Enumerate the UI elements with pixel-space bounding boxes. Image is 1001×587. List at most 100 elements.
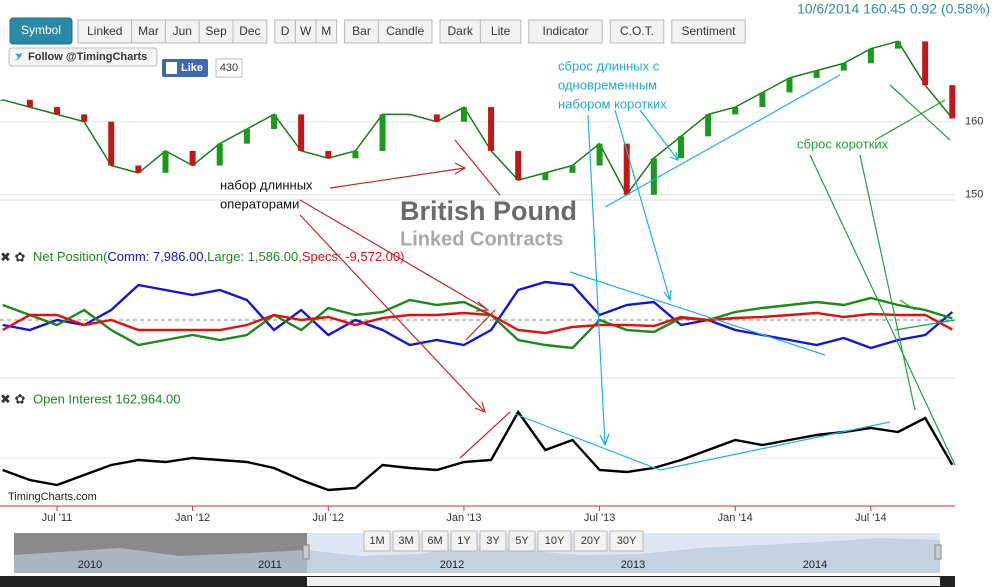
range-button[interactable] — [537, 530, 572, 552]
like-count: 430 — [220, 62, 238, 74]
toolbar-button-label[interactable]: Bar — [352, 24, 371, 38]
close-icon[interactable]: ✖ ✿ — [0, 391, 26, 406]
toolbar-button[interactable] — [609, 19, 665, 44]
range-button-label[interactable]: 6M — [427, 535, 442, 547]
range-button-label[interactable]: 5Y — [515, 535, 529, 547]
toolbar-button-label[interactable]: Linked — [87, 24, 122, 38]
candle — [596, 143, 603, 166]
arrow — [639, 109, 679, 161]
toolbar-button-label[interactable]: Indicator — [542, 24, 588, 38]
close-icon[interactable]: ✖ ✿ — [0, 249, 26, 264]
candle — [542, 172, 549, 181]
toolbar-button-label[interactable]: M — [321, 24, 331, 38]
x-tick-label: Jul '11 — [42, 512, 73, 524]
range-button[interactable] — [363, 530, 391, 552]
candle — [189, 150, 196, 166]
candle — [108, 121, 115, 166]
watermark-title: British Pound — [400, 196, 577, 226]
y-tick-label: 150 — [965, 189, 983, 201]
follow-button[interactable] — [8, 47, 158, 67]
range-button[interactable] — [392, 530, 420, 552]
candle — [705, 114, 712, 137]
arrow — [299, 199, 490, 312]
range-button-label[interactable]: 30Y — [617, 535, 637, 547]
candle — [949, 85, 956, 119]
range-button[interactable] — [450, 530, 478, 552]
candle — [895, 41, 902, 49]
candle — [569, 165, 576, 173]
annotation: одновременным — [558, 77, 657, 92]
toolbar-button-label[interactable]: Lite — [491, 24, 511, 38]
toolbar-button-label[interactable]: Candle — [386, 24, 424, 38]
symbol-label[interactable]: Symbol — [21, 23, 61, 37]
toolbar-button-label[interactable]: Dec — [239, 24, 260, 38]
toolbar-button-label[interactable]: Jun — [173, 24, 192, 38]
net-position-label-part: Net Position( — [33, 249, 108, 264]
range-button-label[interactable]: 20Y — [581, 535, 601, 547]
candle — [786, 77, 793, 93]
toolbar-button-label[interactable]: Dark — [448, 24, 474, 38]
range-button[interactable] — [508, 530, 536, 552]
navigator-year: 2013 — [621, 559, 645, 571]
x-tick-label: Jul '12 — [313, 512, 344, 524]
toolbar-button[interactable] — [315, 19, 338, 44]
toolbar-button[interactable] — [671, 19, 746, 44]
navigator-handle[interactable] — [302, 544, 310, 560]
candle — [298, 114, 305, 151]
toolbar-button-label[interactable]: C.O.T. — [620, 24, 654, 38]
candle — [352, 150, 359, 159]
range-button-label[interactable]: 1M — [369, 535, 384, 547]
arrow — [299, 214, 486, 414]
scrollbar-thumb[interactable] — [307, 577, 940, 586]
toolbar-button-label[interactable]: D — [281, 24, 290, 38]
candle — [867, 48, 874, 64]
like-label[interactable]: Like — [181, 62, 203, 74]
x-tick-label: Jan '12 — [175, 512, 210, 524]
toolbar-button-label[interactable]: Sentiment — [681, 24, 736, 38]
follow-label[interactable]: Follow @TimingCharts — [28, 51, 147, 63]
symbol-button[interactable] — [9, 17, 73, 45]
candle — [135, 165, 142, 173]
navigator-year: 2012 — [440, 559, 464, 571]
navigator-handle[interactable] — [934, 544, 942, 560]
toolbar-button[interactable] — [528, 19, 603, 44]
fb-icon — [166, 62, 177, 74]
range-button[interactable] — [609, 530, 644, 552]
toolbar-button[interactable] — [377, 19, 433, 44]
watermark-subtitle: Linked Contracts — [400, 228, 563, 250]
candle — [650, 158, 657, 195]
open-interest-panel — [2, 409, 954, 492]
range-button-label[interactable]: 3M — [398, 535, 413, 547]
toolbar-button-label[interactable]: Mar — [138, 24, 159, 38]
x-tick-label: Jan '14 — [718, 512, 753, 524]
x-tick-label: Jul '14 — [855, 512, 886, 524]
toolbar-button[interactable] — [479, 19, 522, 44]
x-tick-label: Jul '13 — [584, 512, 615, 524]
toolbar-button-label[interactable]: Sep — [205, 24, 227, 38]
navigator: 2010 2011 2012 2013 2014 1M 3M 6M 1Y 3Y 5Y 10Y 20Y 30… — [0, 530, 955, 587]
candle — [433, 114, 440, 122]
like-count-box — [215, 58, 243, 78]
toolbar-button[interactable] — [232, 19, 268, 44]
navigator-area — [14, 538, 940, 573]
toolbar-button-label[interactable]: W — [300, 24, 312, 38]
range-button[interactable] — [479, 530, 507, 552]
candle — [162, 150, 169, 173]
annotation: сброс коротких — [797, 136, 889, 151]
range-button-label[interactable]: 1Y — [457, 535, 471, 547]
navigator-year: 2011 — [258, 559, 282, 571]
net-position-label-part: Comm: 7,986.00 — [107, 249, 203, 264]
range-button-label[interactable]: 3Y — [486, 535, 500, 547]
range-button-label[interactable]: 10Y — [545, 535, 565, 547]
x-axis-labels: Jul '11 Jan '12 Jul '12 Jan '13 Jul '13 Jan '… — [42, 506, 887, 524]
range-button[interactable] — [573, 530, 608, 552]
range-button[interactable] — [421, 530, 449, 552]
net-position-line — [2, 280, 954, 350]
candle — [922, 41, 929, 86]
candle — [488, 107, 495, 151]
price-line — [2, 40, 953, 197]
candle — [53, 107, 60, 115]
net-position-label-part: ,Specs: -9,572.00) — [298, 249, 404, 264]
arrow — [329, 162, 467, 189]
toolbar: Symbol Linked Mar Jun Sep Dec D W M Bar Candle Dar… — [9, 17, 746, 45]
